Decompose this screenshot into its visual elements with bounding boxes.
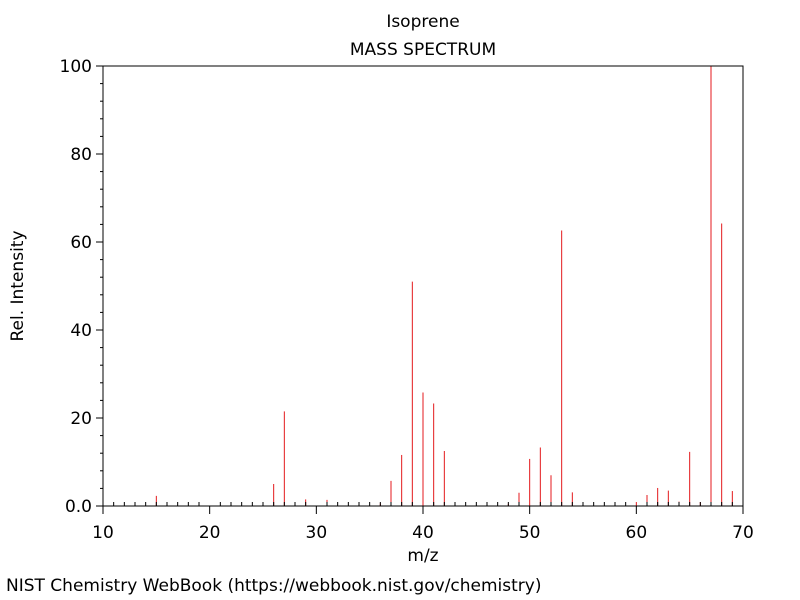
- x-tick-label: 70: [732, 523, 754, 543]
- x-tick-label: 20: [199, 523, 221, 543]
- y-tick-label: 100: [60, 57, 92, 77]
- source-credit: NIST Chemistry WebBook (https://webbook.…: [6, 576, 542, 596]
- x-axis-label: m/z: [407, 546, 438, 566]
- y-tick-label: 0.0: [65, 497, 92, 517]
- x-tick-label: 10: [92, 523, 114, 543]
- y-tick-label: 20: [70, 409, 92, 429]
- x-tick-label: 40: [412, 523, 434, 543]
- y-axis-label: Rel. Intensity: [8, 230, 28, 341]
- x-tick-label: 30: [306, 523, 328, 543]
- spectrum-peaks: [155, 66, 733, 506]
- y-tick-label: 60: [70, 233, 92, 253]
- x-minor-ticks: [113, 502, 733, 506]
- x-tick-label: 50: [519, 523, 541, 543]
- x-axis-ticks: 10 20 30 40 50 60 70: [92, 506, 754, 543]
- y-axis-ticks: 0.0 20 40 60 80 100: [60, 57, 103, 517]
- x-tick-label: 60: [626, 523, 648, 543]
- plot-frame: [102, 65, 744, 507]
- y-tick-label: 40: [70, 321, 92, 341]
- chart-title: Isoprene: [386, 12, 459, 32]
- y-tick-label: 80: [70, 145, 92, 165]
- chart-subtitle: MASS SPECTRUM: [350, 40, 496, 60]
